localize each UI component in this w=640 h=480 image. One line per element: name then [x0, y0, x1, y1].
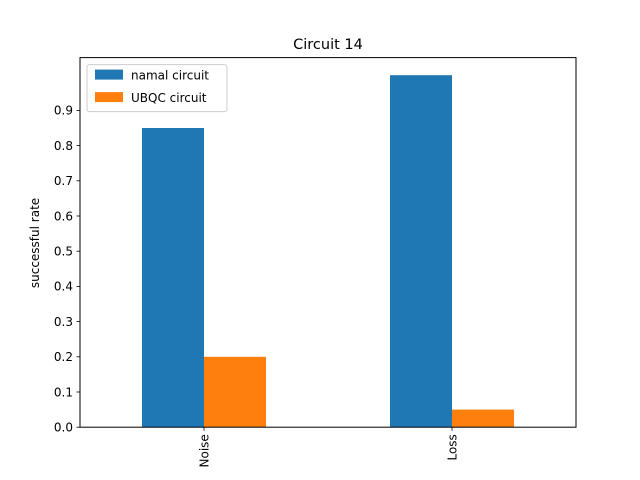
x-axis-ticks: Noise Loss — [198, 427, 460, 467]
y-tick-label: 0.3 — [54, 315, 73, 329]
legend-swatch — [95, 69, 123, 80]
y-tick-label: 0.4 — [54, 280, 73, 294]
bar-loss-series-1 — [390, 75, 452, 428]
y-tick-label: 0.8 — [54, 139, 73, 153]
y-tick-label: 0.6 — [54, 209, 73, 223]
y-axis-label: successful rate — [28, 198, 42, 288]
legend-label: UBQC circuit — [131, 91, 207, 105]
plot-frame — [79, 57, 577, 428]
y-tick-label: 0.9 — [54, 104, 73, 118]
y-axis-ticks: 0.0 0.1 0.2 0.3 0.4 0.5 0.6 0.7 0.8 0.9 — [54, 104, 80, 435]
bar-noise-series-2 — [204, 356, 266, 428]
legend-swatch — [95, 92, 123, 103]
bars-layer — [142, 75, 514, 428]
y-tick-label: 0.1 — [54, 385, 73, 399]
bar-loss-series-2 — [452, 409, 514, 428]
x-tick-label: Noise — [198, 434, 212, 467]
y-tick-label: 0.2 — [54, 350, 73, 364]
bar-noise-series-1 — [142, 128, 204, 428]
x-tick-label: Loss — [446, 434, 460, 460]
y-tick-label: 0.5 — [54, 245, 73, 259]
y-tick-label: 0.7 — [54, 174, 73, 188]
legend: namal circuit UBQC circuit — [86, 64, 228, 113]
y-tick-label: 0.0 — [54, 421, 73, 435]
legend-label: namal circuit — [131, 69, 209, 83]
chart-title: Circuit 14 — [293, 37, 363, 53]
